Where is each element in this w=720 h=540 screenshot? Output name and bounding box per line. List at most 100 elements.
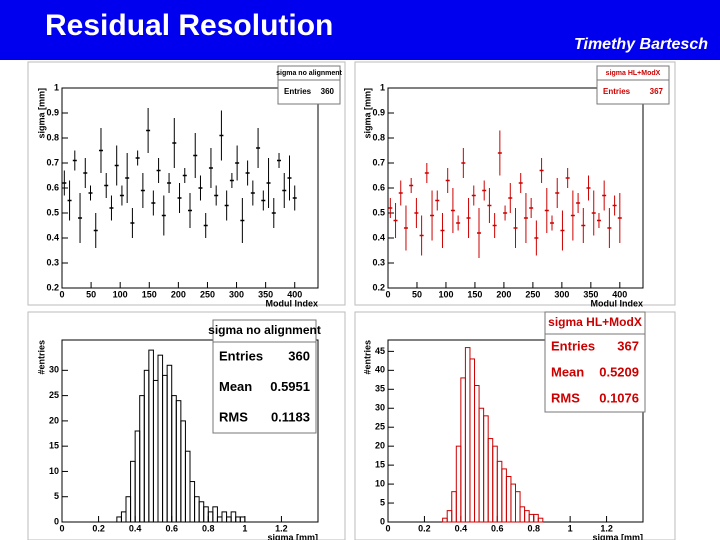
- y-tick-label: 25: [49, 390, 59, 400]
- stats-box: [596, 65, 670, 105]
- x-tick-label: 0: [59, 523, 64, 533]
- x-tick-label: 0.6: [165, 523, 178, 533]
- histogram-bar: [212, 506, 218, 523]
- y-tick-label: 0.7: [46, 157, 59, 167]
- x-tick-label: 0.8: [202, 523, 215, 533]
- x-tick-label: 150: [467, 289, 482, 299]
- histogram-bar: [239, 516, 246, 523]
- y-tick-label: 15: [375, 460, 385, 470]
- y-tick-label: 1: [54, 82, 59, 92]
- stats-label: Entries: [551, 338, 595, 353]
- x-axis-label: sigma [mm]: [592, 532, 643, 540]
- x-tick-label: 50: [86, 289, 96, 299]
- x-tick-label: 1.2: [275, 523, 288, 533]
- stats-label: Entries: [219, 349, 263, 364]
- x-tick-label: 300: [229, 289, 244, 299]
- y-axis-label: #entries: [362, 340, 372, 375]
- x-tick-label: 0: [59, 289, 64, 299]
- stats-value: 0.1183: [271, 409, 310, 424]
- author: Timethy Bartesch: [574, 36, 708, 53]
- y-tick-label: 0.3: [372, 257, 385, 267]
- stats-box: [212, 319, 317, 434]
- y-tick-label: 20: [375, 441, 385, 451]
- x-tick-label: 250: [200, 289, 215, 299]
- y-tick-label: 0.4: [372, 232, 385, 242]
- x-tick-label: 100: [438, 289, 453, 299]
- y-tick-label: 5: [54, 491, 59, 501]
- y-axis-label: sigma [mm]: [362, 88, 372, 139]
- y-tick-label: 1: [380, 82, 385, 92]
- y-tick-label: 0.5: [46, 207, 59, 217]
- y-axis-label: sigma [mm]: [36, 88, 46, 139]
- x-tick-label: 1.2: [600, 523, 613, 533]
- x-tick-label: 1: [242, 523, 247, 533]
- stats-label: Entries: [603, 87, 631, 96]
- stats-label: Entries: [284, 87, 312, 96]
- y-tick-label: 35: [375, 384, 385, 394]
- stats-label: Mean: [219, 379, 252, 394]
- y-tick-label: 0: [54, 516, 59, 526]
- x-tick-label: 250: [525, 289, 540, 299]
- x-tick-label: 0: [385, 523, 390, 533]
- y-tick-label: 0.7: [372, 157, 385, 167]
- y-tick-label: 0: [380, 516, 385, 526]
- x-tick-label: 50: [412, 289, 422, 299]
- x-tick-label: 0.4: [455, 523, 468, 533]
- y-tick-label: 30: [49, 365, 59, 375]
- stats-label: RMS: [551, 390, 580, 405]
- stats-value: 0.5951: [270, 379, 310, 394]
- y-tick-label: 45: [375, 346, 385, 356]
- y-tick-label: 0.6: [46, 182, 59, 192]
- stats-title: sigma no alignment: [276, 70, 342, 77]
- stats-label: Mean: [551, 364, 584, 379]
- stats-value: 367: [617, 338, 639, 353]
- stats-value: 360: [321, 87, 335, 96]
- x-tick-label: 400: [612, 289, 627, 299]
- y-tick-label: 0.2: [372, 282, 385, 292]
- x-tick-label: 400: [287, 289, 302, 299]
- x-tick-label: 200: [496, 289, 511, 299]
- y-tick-label: 0.9: [46, 107, 59, 117]
- stats-value: 0.1076: [599, 390, 639, 405]
- stats-title: sigma HL+ModX: [548, 315, 642, 329]
- histogram-bar: [537, 517, 544, 523]
- y-tick-label: 30: [375, 403, 385, 413]
- x-tick-label: 300: [554, 289, 569, 299]
- x-tick-label: 0.8: [527, 523, 540, 533]
- x-tick-label: 350: [258, 289, 273, 299]
- y-tick-label: 0.5: [372, 207, 385, 217]
- x-tick-label: 0.2: [418, 523, 431, 533]
- y-tick-label: 0.4: [46, 232, 59, 242]
- y-axis-label: #entries: [36, 340, 46, 375]
- title-bar: [0, 0, 720, 60]
- x-axis-label: Modul Index: [266, 298, 319, 308]
- stats-title: sigma no alignment: [208, 323, 321, 337]
- x-tick-label: 150: [142, 289, 157, 299]
- y-tick-label: 40: [375, 365, 385, 375]
- x-tick-label: 100: [113, 289, 128, 299]
- stats-box: [544, 311, 646, 413]
- slide-title: Residual Resolution: [45, 9, 333, 42]
- x-tick-label: 0: [385, 289, 390, 299]
- y-tick-label: 0.9: [372, 107, 385, 117]
- y-tick-label: 5: [380, 497, 385, 507]
- y-tick-label: 25: [375, 422, 385, 432]
- y-tick-label: 0.6: [372, 182, 385, 192]
- stats-box: [277, 65, 341, 105]
- stats-title: sigma HL+ModX: [606, 70, 661, 77]
- y-tick-label: 0.8: [46, 132, 59, 142]
- x-tick-label: 200: [171, 289, 186, 299]
- y-tick-label: 20: [49, 415, 59, 425]
- x-axis-label: Modul Index: [591, 298, 644, 308]
- x-tick-label: 0.4: [129, 523, 142, 533]
- stats-value: 0.5209: [599, 364, 639, 379]
- x-tick-label: 0.2: [92, 523, 105, 533]
- stats-value: 367: [650, 87, 664, 96]
- y-tick-label: 10: [49, 466, 59, 476]
- y-tick-label: 0.8: [372, 132, 385, 142]
- y-tick-label: 0.2: [46, 282, 59, 292]
- x-tick-label: 350: [583, 289, 598, 299]
- y-tick-label: 10: [375, 478, 385, 488]
- x-tick-label: 1: [568, 523, 573, 533]
